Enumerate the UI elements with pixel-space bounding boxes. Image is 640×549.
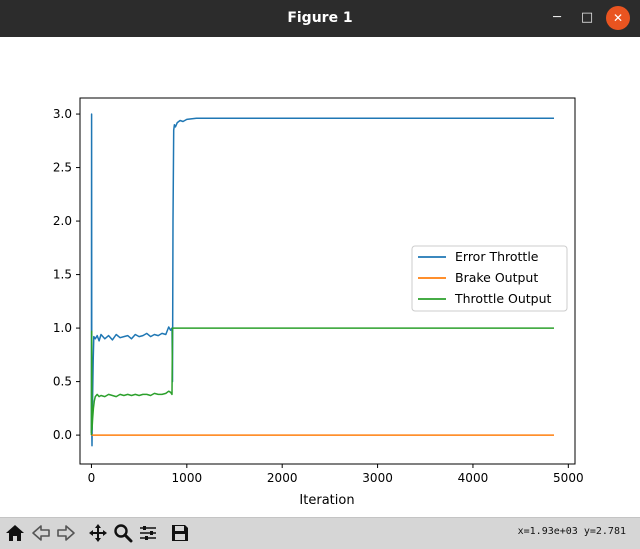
y-tick-label: 2.5 <box>53 161 72 175</box>
home-icon[interactable] <box>3 521 27 545</box>
forward-icon[interactable] <box>54 521 78 545</box>
save-icon[interactable] <box>168 521 192 545</box>
window-title: Figure 1 <box>287 10 353 26</box>
line-chart: 0 1000 2000 3000 4000 5000 0.0 0.5 1.0 1.5 2.0 2.5… <box>53 97 584 508</box>
x-tick-label: 0 <box>88 471 96 485</box>
legend-box <box>411 245 568 312</box>
configure-subplots-icon[interactable] <box>136 521 160 545</box>
close-button[interactable]: ✕ <box>606 6 630 30</box>
x-axis-ticks: 0 1000 2000 3000 4000 5000 <box>88 464 584 485</box>
legend: Error Throttle Brake Output Throttle Outpu… <box>411 245 568 312</box>
x-tick-label: 5000 <box>553 471 584 485</box>
maximize-button[interactable]: □ <box>580 10 594 25</box>
x-tick-label: 2000 <box>267 471 298 485</box>
cursor-coordinates: x=1.93e+03 y=2.781 <box>517 526 626 537</box>
legend-label: Error Throttle <box>455 249 539 264</box>
x-tick-label: 1000 <box>172 471 203 485</box>
y-tick-label: 0.5 <box>53 375 72 389</box>
axes-frame <box>79 97 576 465</box>
y-axis-ticks: 0.0 0.5 1.0 1.5 2.0 2.5 3.0 <box>53 107 80 442</box>
legend-label: Brake Output <box>455 270 538 285</box>
y-tick-label: 0.0 <box>53 428 72 442</box>
y-tick-label: 2.0 <box>53 214 72 228</box>
figure-canvas[interactable]: 0 1000 2000 3000 4000 5000 0.0 0.5 1.0 1.5 2.0 2.5… <box>0 37 640 517</box>
x-tick-label: 4000 <box>458 471 489 485</box>
navigation-toolbar: x=1.93e+03 y=2.781 <box>0 517 640 549</box>
back-icon[interactable] <box>29 521 53 545</box>
x-axis-label: Iteration <box>299 493 354 508</box>
y-tick-label: 1.0 <box>53 321 72 335</box>
zoom-icon[interactable] <box>111 521 135 545</box>
series-line-throttle-output <box>90 327 554 436</box>
plot-lines <box>90 113 554 447</box>
y-tick-label: 3.0 <box>53 107 72 121</box>
x-tick-label: 3000 <box>362 471 393 485</box>
legend-label: Throttle Output <box>454 291 552 306</box>
window-title-bar[interactable]: Figure 1 ─ □ ✕ <box>0 0 640 37</box>
y-tick-label: 1.5 <box>53 268 72 282</box>
minimize-button[interactable]: ─ <box>553 10 561 25</box>
series-line-error-throttle <box>90 113 554 447</box>
pan-icon[interactable] <box>86 521 110 545</box>
